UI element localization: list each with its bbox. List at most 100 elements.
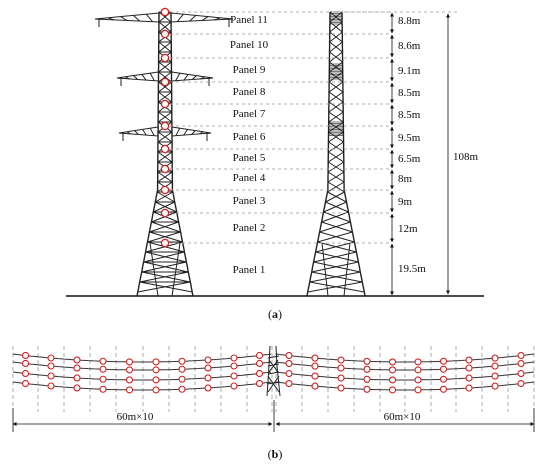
conductor-node bbox=[178, 357, 186, 365]
conductor-node bbox=[47, 372, 55, 380]
conductor-node bbox=[152, 366, 160, 374]
conductor-node bbox=[439, 385, 448, 393]
crossarm-brace bbox=[142, 129, 147, 136]
conductor-node bbox=[439, 365, 448, 373]
conductor-node bbox=[285, 351, 293, 360]
conductor-node bbox=[255, 379, 264, 388]
conductor-node bbox=[465, 374, 473, 382]
conductor-left bbox=[12, 381, 272, 391]
tower-brace bbox=[319, 231, 355, 243]
tower-brace bbox=[155, 191, 174, 203]
tower-brace bbox=[327, 191, 347, 203]
tower-brace bbox=[151, 221, 181, 233]
tower-leg-inner bbox=[171, 242, 181, 297]
conductor-node bbox=[21, 379, 30, 388]
crossarm-brace bbox=[126, 131, 131, 135]
conductor-node bbox=[285, 379, 293, 388]
tower-brace bbox=[327, 151, 344, 163]
conductor-node bbox=[465, 356, 473, 364]
tower-brace bbox=[307, 281, 363, 293]
panel-height-label: 8m bbox=[398, 173, 413, 185]
tower-node bbox=[160, 7, 170, 17]
tower-brace bbox=[149, 221, 179, 233]
figure-b: 60m×10 60m×10 (b) bbox=[12, 345, 535, 461]
conductor-node bbox=[152, 358, 160, 366]
tower-crossarms bbox=[94, 12, 234, 141]
conductor-node bbox=[311, 382, 319, 390]
conductor-node bbox=[337, 356, 345, 364]
panel-height-label: 19.5m bbox=[398, 263, 426, 275]
tower-brace bbox=[153, 201, 175, 213]
conductor-node bbox=[337, 364, 345, 372]
crossarm-brace bbox=[125, 76, 130, 80]
conductor-node bbox=[255, 351, 264, 360]
tower-brace bbox=[158, 41, 172, 53]
crossarm-brace bbox=[149, 72, 155, 81]
crossarm-brace bbox=[141, 74, 147, 81]
panel-height-label: 8.5m bbox=[398, 87, 421, 99]
tower-node bbox=[160, 238, 170, 248]
panel-boundary-lines bbox=[170, 11, 460, 296]
tower-leg-inner bbox=[149, 242, 159, 297]
conductor-left bbox=[12, 353, 272, 363]
conductor-node bbox=[230, 362, 238, 370]
tower-brace bbox=[329, 51, 343, 63]
conductor-node bbox=[337, 374, 345, 382]
conductor-node bbox=[73, 374, 81, 382]
crossarm-brace bbox=[134, 130, 139, 135]
tower-brace bbox=[327, 171, 345, 183]
crossarm-brace bbox=[183, 129, 188, 136]
panel-label: Panel 9 bbox=[233, 64, 266, 76]
crossarm-brace bbox=[145, 13, 153, 23]
conductor-node bbox=[178, 375, 186, 383]
crossarm-brace bbox=[183, 74, 189, 81]
tower-brace bbox=[309, 271, 361, 283]
tower-node-markers bbox=[160, 7, 170, 248]
tower-brace bbox=[315, 241, 355, 253]
tower-leg-inner bbox=[343, 242, 351, 297]
tower-brace bbox=[157, 111, 173, 123]
tower-node bbox=[160, 77, 170, 87]
panel-label: Panel 4 bbox=[233, 172, 266, 184]
span-label-right: 60m×10 bbox=[384, 411, 421, 423]
conductor-node bbox=[21, 359, 30, 368]
total-height-label: 108m bbox=[453, 151, 479, 163]
conductor-node bbox=[204, 356, 212, 364]
conductor-right bbox=[275, 361, 535, 371]
conductor-node bbox=[178, 365, 186, 373]
conductor-node bbox=[465, 384, 473, 392]
conductor-node bbox=[73, 384, 81, 392]
panel-height-label: 6.5m bbox=[398, 153, 421, 165]
crossarm-brace bbox=[191, 75, 197, 80]
tower-side-view bbox=[306, 11, 366, 297]
tower-brace bbox=[321, 221, 353, 233]
figure-a: Panel 11 Panel 10 Panel 9 Panel 8 Panel … bbox=[66, 7, 484, 321]
crossarm-brace bbox=[201, 16, 209, 21]
conductor-node bbox=[285, 359, 293, 368]
crossarm-brace bbox=[200, 76, 205, 80]
tower-leg-inner bbox=[321, 242, 329, 297]
tower-brace bbox=[158, 71, 172, 83]
conductor-node bbox=[255, 359, 264, 368]
conductor-node bbox=[204, 364, 212, 372]
conductor-node bbox=[388, 358, 397, 366]
conductor-node bbox=[99, 375, 107, 383]
panel-label: Panel 6 bbox=[233, 131, 266, 143]
conductor-node bbox=[439, 357, 448, 365]
crossarm-brace bbox=[133, 15, 141, 22]
conductor-node bbox=[517, 369, 525, 378]
conductor-right bbox=[275, 381, 535, 391]
tower-brace bbox=[139, 271, 189, 283]
conductor-node bbox=[311, 354, 319, 362]
conductor-node bbox=[99, 385, 107, 393]
tower-node bbox=[160, 164, 170, 174]
conductor-left bbox=[12, 361, 272, 371]
conductor-node bbox=[363, 375, 371, 383]
conductor-node bbox=[21, 351, 30, 360]
conductor-node bbox=[125, 376, 134, 384]
panel-label: Panel 1 bbox=[233, 264, 266, 276]
tower-brace bbox=[157, 91, 172, 103]
panel-height-label: 8.5m bbox=[398, 109, 421, 121]
conductor-node bbox=[388, 386, 397, 394]
tower-node bbox=[160, 99, 170, 109]
